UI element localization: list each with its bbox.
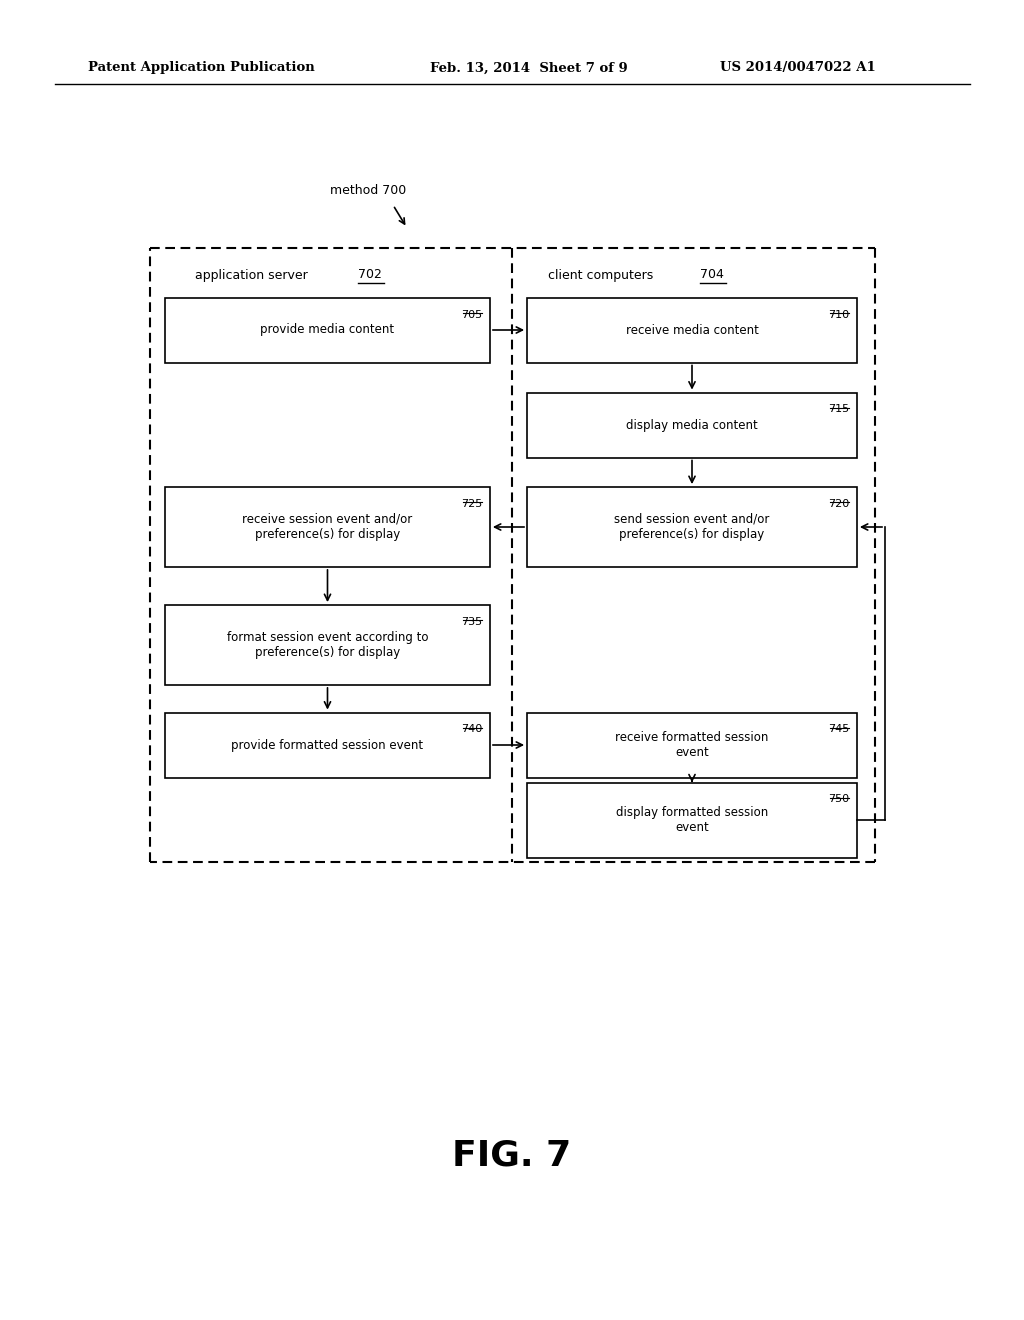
- Bar: [527, 783, 857, 858]
- Text: provide formatted session event: provide formatted session event: [231, 738, 424, 751]
- Text: 720: 720: [827, 499, 849, 510]
- Bar: [527, 713, 857, 777]
- Text: send session event and/or
preference(s) for display: send session event and/or preference(s) …: [614, 513, 770, 541]
- Text: 710: 710: [827, 309, 849, 319]
- Text: receive formatted session
event: receive formatted session event: [615, 731, 769, 759]
- Text: receive session event and/or
preference(s) for display: receive session event and/or preference(…: [243, 513, 413, 541]
- Text: 735: 735: [461, 616, 482, 627]
- Text: 740: 740: [461, 725, 482, 734]
- Text: Patent Application Publication: Patent Application Publication: [88, 62, 314, 74]
- Bar: [165, 487, 490, 568]
- Text: application server: application server: [195, 268, 311, 281]
- Text: method 700: method 700: [330, 183, 407, 197]
- Bar: [527, 487, 857, 568]
- Bar: [165, 297, 490, 363]
- Text: client computers: client computers: [548, 268, 657, 281]
- Text: receive media content: receive media content: [626, 323, 759, 337]
- Text: 725: 725: [461, 499, 482, 510]
- Text: 704: 704: [700, 268, 724, 281]
- Text: 745: 745: [827, 725, 849, 734]
- Text: 702: 702: [358, 268, 382, 281]
- Bar: [165, 605, 490, 685]
- Text: provide media content: provide media content: [260, 323, 394, 337]
- Text: 705: 705: [461, 309, 482, 319]
- Text: FIG. 7: FIG. 7: [453, 1138, 571, 1172]
- Text: 750: 750: [827, 795, 849, 804]
- Bar: [527, 297, 857, 363]
- Bar: [527, 392, 857, 458]
- Text: Feb. 13, 2014  Sheet 7 of 9: Feb. 13, 2014 Sheet 7 of 9: [430, 62, 628, 74]
- Text: display media content: display media content: [626, 418, 758, 432]
- Bar: [165, 713, 490, 777]
- Text: display formatted session
event: display formatted session event: [615, 807, 768, 834]
- Text: 715: 715: [827, 404, 849, 414]
- Text: format session event according to
preference(s) for display: format session event according to prefer…: [226, 631, 428, 659]
- Text: US 2014/0047022 A1: US 2014/0047022 A1: [720, 62, 876, 74]
